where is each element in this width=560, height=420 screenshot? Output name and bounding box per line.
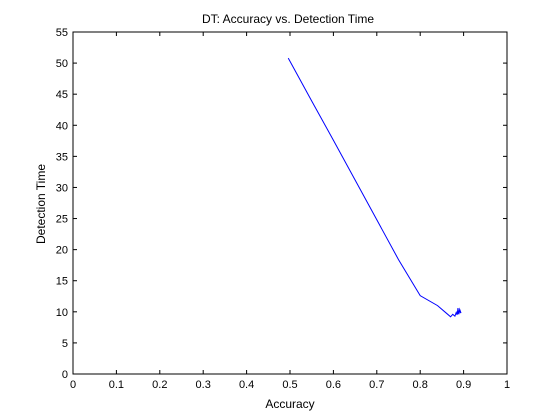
y-tick-label: 30 (56, 182, 68, 194)
chart-title: DT: Accuracy vs. Detection Time (202, 12, 374, 26)
series-layer (287, 57, 462, 318)
y-tick-label: 20 (56, 245, 68, 257)
x-tick-label: 0 (70, 379, 76, 391)
x-tick-label: 1 (504, 379, 510, 391)
x-tick-label: 0.4 (239, 379, 254, 391)
x-tick-label: 0.3 (196, 379, 211, 391)
y-axis: 0 5 10 15 20 25 30 35 40 45 50 55 (56, 27, 507, 381)
y-tick-label: 45 (56, 89, 68, 101)
y-tick-label: 0 (62, 369, 68, 381)
x-tick-label: 0.5 (282, 379, 297, 391)
y-tick-label: 15 (56, 276, 68, 288)
y-tick-label: 40 (56, 120, 68, 132)
y-tick-label: 10 (56, 307, 68, 319)
y-tick-label: 55 (56, 27, 68, 39)
y-tick-label: 25 (56, 214, 68, 226)
x-tick-label: 0.2 (152, 379, 167, 391)
x-tick-label: 0.7 (369, 379, 384, 391)
x-axis-title: Accuracy (265, 397, 314, 411)
y-tick-label: 35 (56, 151, 68, 163)
x-axis: 0 0.1 0.2 0.3 0.4 0.5 0.6 0.7 0.8 0.9 1 (70, 32, 510, 391)
x-tick-label: 0.9 (456, 379, 471, 391)
x-tick-label: 0.1 (109, 379, 124, 391)
series-line (287, 57, 462, 318)
x-tick-label: 0.6 (326, 379, 341, 391)
y-tick-label: 5 (62, 338, 68, 350)
y-axis-title: Detection Time (34, 164, 48, 244)
x-tick-label: 0.8 (413, 379, 428, 391)
y-tick-label: 50 (56, 58, 68, 70)
